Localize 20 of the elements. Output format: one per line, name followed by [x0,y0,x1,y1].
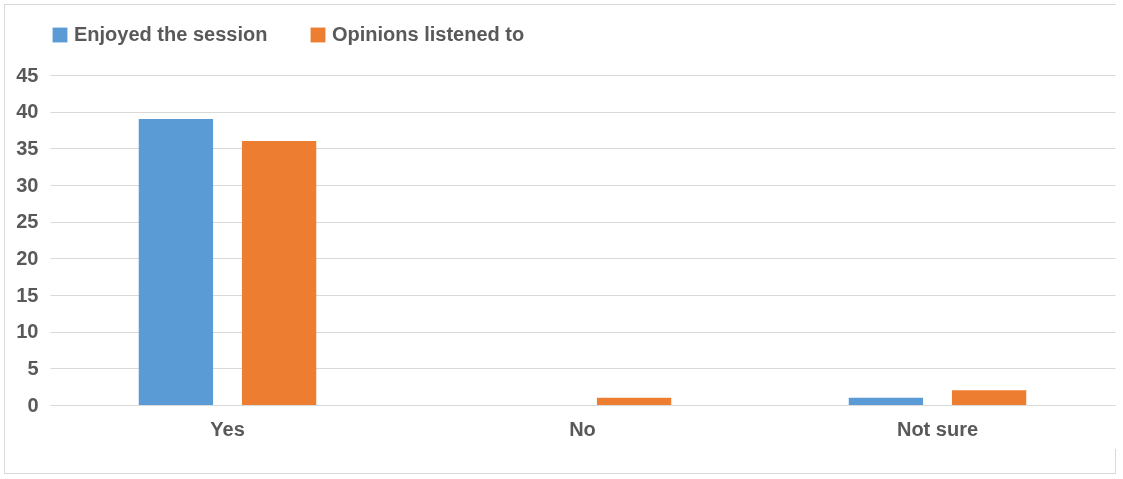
x-tick-label: Not sure [896,417,979,440]
bar [241,141,317,405]
y-tick-label: 0 [27,393,39,416]
y-tick-label: 15 [16,283,39,306]
x-tick-label: Yes [210,417,245,440]
y-tick-label: 35 [16,136,39,159]
bar [596,397,672,405]
bar [848,397,924,405]
y-tick-label: 25 [16,210,39,233]
legend-label: Enjoyed the session [74,23,268,45]
y-tick-label: 30 [16,173,39,196]
y-tick-label: 45 [16,63,39,86]
x-tick-label: No [569,417,596,440]
y-tick-label: 10 [16,320,39,343]
y-tick-label: 5 [27,356,39,379]
bar [951,390,1027,405]
bar [138,119,214,405]
y-tick-label: 40 [16,100,39,123]
legend-label: Opinions listened to [332,23,525,45]
y-tick-label: 20 [16,246,39,269]
